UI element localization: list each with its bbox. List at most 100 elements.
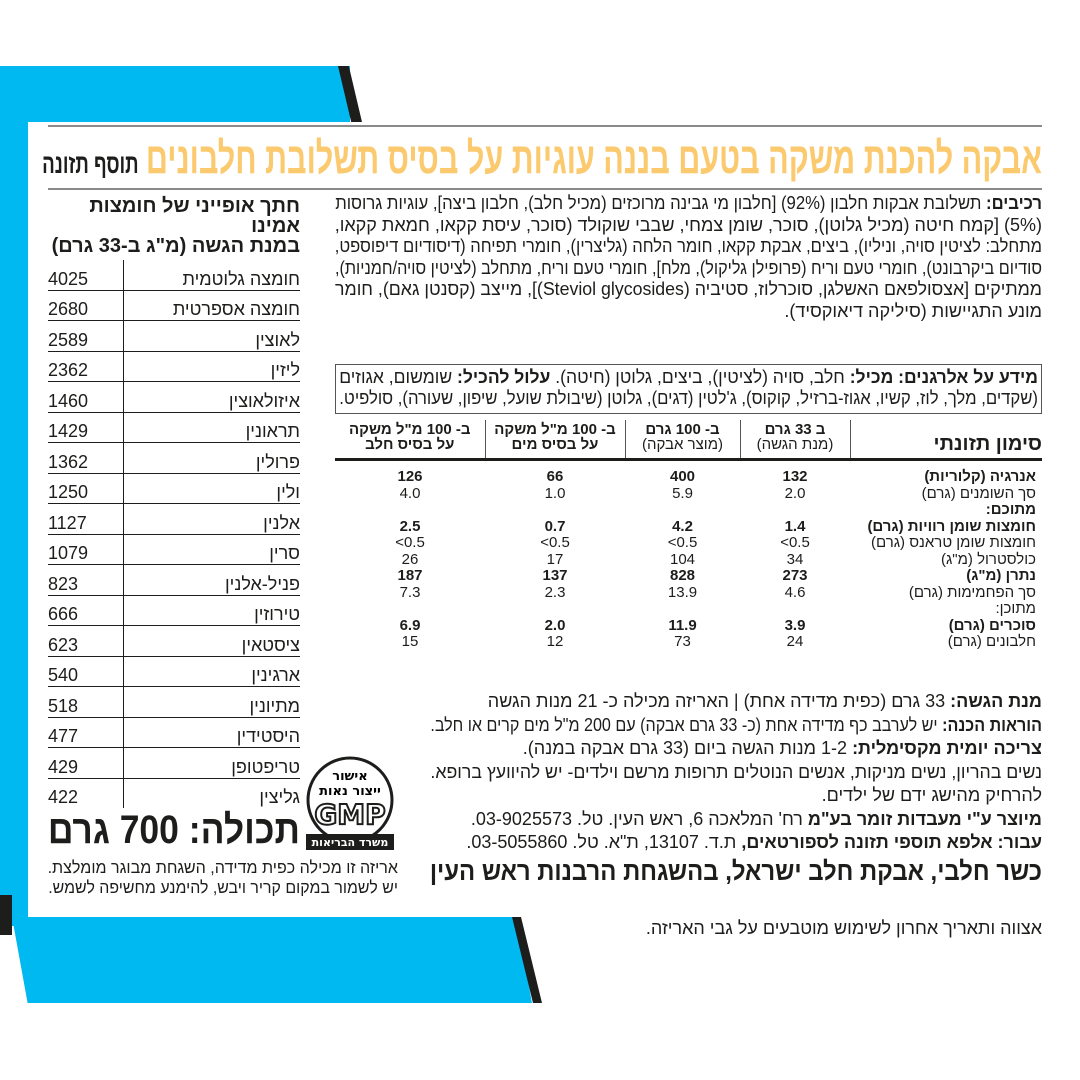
amino-value: 518 [48, 686, 124, 718]
nutrient-value: 11.9 [668, 616, 697, 634]
amino-value: 823 [48, 564, 124, 596]
nutrient-value: 400 [669, 468, 696, 485]
amino-row: תראונין 1429 [48, 412, 300, 443]
nutrient-value: 73 [674, 633, 691, 650]
amino-value: 623 [48, 625, 124, 657]
nutrient-label: אנרגיה (קלוריות) [924, 468, 1036, 485]
nutrient-label: כולסטרול (מ"ג) [940, 550, 1036, 568]
nutrient-value: 273 [782, 567, 808, 584]
amino-name: איזולאוצין [123, 381, 300, 413]
nutrient-value: 4.6 [784, 583, 806, 601]
ingredients-block: רכיבים: תשלובת אבקות חלבון (92%) [חלבון … [335, 193, 1042, 322]
allergen-label: מידע על אלרגנים: [898, 367, 1038, 387]
column-header: ב- 100 מ"ל משקה על בסיס מים [484, 420, 625, 461]
usage-info: מנת הגשה: 33 גרם (כפית מדידה אחת) | הארי… [430, 690, 1042, 887]
amino-row: חומצה אספרטית 2680 [48, 290, 300, 321]
amino-row: ולין 1250 [48, 473, 300, 504]
amino-name: אלנין [123, 503, 300, 535]
amino-row: ארגינין 540 [48, 656, 300, 687]
ingredients-line: מתחלב: לציטין סויה, וניליו), ביצים, אבקת… [334, 236, 1042, 256]
kosher-certification: כשר חלבי, אבקת חלב ישראל, בהשגחת הרבנות … [429, 855, 1043, 886]
may-contain-text: שומשום, אגוזים [339, 367, 453, 387]
max-daily-intake: צריכה יומית מקסימלית: 1-2 מנות הגשה ביום… [522, 738, 1042, 758]
amino-value: 1460 [48, 381, 124, 413]
amino-row: אלנין 1127 [48, 503, 300, 535]
amino-name: טריפטופן [123, 747, 300, 779]
amino-name: תראונין [123, 412, 300, 443]
nutrient-value: 0.5> [667, 534, 698, 551]
decorative-black-accent-left [0, 895, 12, 935]
decorative-blue-band-bottom [12, 917, 532, 1003]
amino-value: 1362 [48, 442, 124, 474]
amino-name: ליזין [123, 351, 300, 382]
manufacturer: מיוצר ע"י מעבדות זומר בע"מ רח' המלאכה 6,… [470, 808, 1042, 829]
ingredients-line: תשלובת אבקות חלבון (92%) [חלבון מי גבינה… [335, 193, 982, 213]
nutrition-row: סך השומנים (גרם) 2.0 5.9 1.0 4.0 [335, 484, 1042, 503]
nutrient-value [485, 601, 625, 618]
amino-value: 2680 [48, 290, 124, 321]
amino-name: ארגינין [123, 656, 300, 687]
nutrient-value: 828 [669, 567, 696, 584]
amino-value: 4025 [48, 260, 124, 291]
nutrient-value: 187 [397, 567, 423, 584]
amino-name: פניל-אלנין [123, 564, 300, 596]
nutrient-value: 1.0 [544, 484, 566, 502]
nutrient-value [740, 502, 850, 519]
nutrient-label: נתרן (מ"ג) [966, 567, 1036, 584]
amino-row: פרולין 1362 [48, 442, 300, 474]
amino-row: מתיונין 518 [48, 686, 300, 718]
nutrient-value: 66 [546, 468, 564, 485]
nutrient-label: מתוכם: [985, 501, 1036, 518]
may-contain-text: (שקדים, מלך, לוז, קשיו, אגוז-ברזיל, קוקו… [339, 388, 1039, 408]
nutrient-value: 1.4 [784, 517, 806, 535]
amino-name: פרולין [123, 442, 300, 474]
nutrition-row: מתוכם: [335, 501, 1042, 519]
amino-name: ולין [123, 473, 300, 504]
batch-expiry-note: אצווה ותאריך אחרון לשימוש מוטבעים על גבי… [645, 918, 1042, 938]
nutrient-value: 6.9 [399, 616, 421, 634]
amino-title: חתך אופייני של חומצות אמינו במנת הגשה (מ… [51, 195, 300, 257]
amino-row: פניל-אלנין 823 [48, 564, 300, 596]
nutrient-label: חלבונים (גרם) [947, 633, 1036, 650]
amino-name: סרין [123, 534, 300, 565]
amino-name: לאוצין [123, 320, 300, 352]
nutrient-value: 34 [786, 550, 804, 568]
preparation: הוראות הכנה: יש לערבב כף מדידה אחת (כ- 3… [430, 714, 1042, 735]
allergen-box: מידע על אלרגנים: מכיל: חלב, סויה (לציטין… [335, 364, 1042, 414]
nutrient-value: 17 [546, 550, 564, 568]
amino-value: 422 [48, 787, 79, 807]
product-title: אבקה להכנת משקה בטעם בננה עוגיות על בסיס… [42, 134, 1042, 184]
nutrient-label: סך הפחמימות (גרם) [908, 583, 1036, 601]
nutrient-label: חומצות שומן טראנס (גרם) [870, 534, 1036, 551]
amino-value: 540 [48, 656, 124, 687]
nutrition-row: סך הפחמימות (גרם) 4.6 13.9 2.3 7.3 [335, 583, 1042, 602]
amino-acid-profile: חתך אופייני של חומצות אמינו במנת הגשה (מ… [48, 196, 300, 808]
gmp-logo-text: GMP [314, 798, 385, 831]
nutrient-value: 0.5> [780, 534, 810, 551]
gmp-footer: משרד הבריאות [312, 836, 389, 849]
nutrition-header: סימון תזונתי [849, 420, 1042, 461]
column-header: ב- 100 גרם (מוצר אבקה) [624, 420, 740, 461]
nutrient-value: 0.5> [540, 534, 570, 551]
nutrient-value: 13.9 [667, 583, 698, 601]
nutrient-value [740, 601, 850, 618]
nutrition-row: סוכרים (גרם) 3.9 11.9 2.0 6.9 [335, 616, 1042, 635]
amino-row: טירוזין 666 [48, 595, 300, 626]
product-name: אבקה להכנת משקה בטעם בננה עוגיות על בסיס… [145, 134, 1042, 183]
amino-row: לאוצין 2589 [48, 320, 300, 352]
divider-top [48, 125, 1042, 127]
amino-value: 1079 [48, 534, 124, 565]
nutrient-value: 4.0 [399, 484, 421, 502]
column-header: ב 33 גרם (מנת הגשה) [739, 420, 850, 461]
nutrient-value [485, 502, 625, 519]
gmp-seal-logo: אישור ייצור נאות GMP משרד הבריאות [306, 756, 394, 850]
amino-value: 1429 [48, 412, 124, 443]
warning: נשים בהריון, נשים מניקות, אנשים הנוטלים … [430, 761, 1042, 782]
nutrient-value: 15 [401, 633, 419, 650]
amino-name: היסטידין [123, 717, 300, 748]
nutrient-value [335, 502, 485, 519]
amino-row: ליזין 2362 [48, 351, 300, 382]
nutrient-value: 132 [782, 468, 808, 485]
nutrient-value: 2.0 [784, 484, 806, 502]
amino-row: סרין 1079 [48, 534, 300, 565]
